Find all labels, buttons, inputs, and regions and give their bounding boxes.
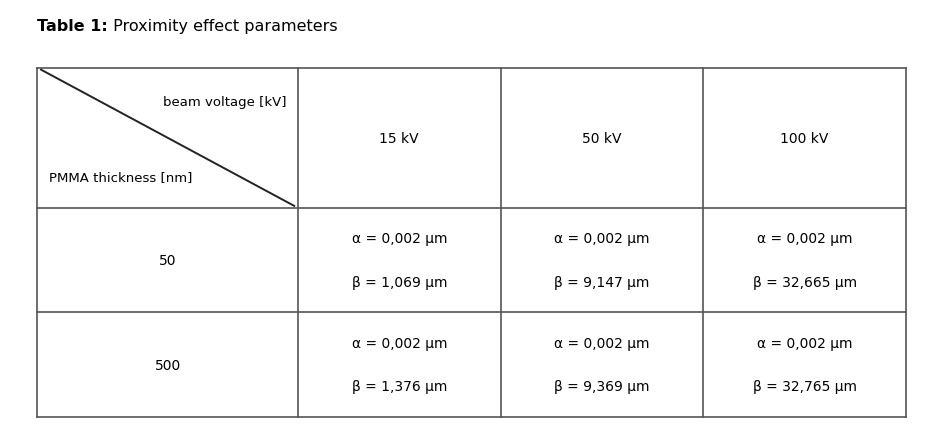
Text: α = 0,002 μm: α = 0,002 μm <box>554 336 650 350</box>
Text: 15 kV: 15 kV <box>379 132 419 145</box>
Text: α = 0,002 μm: α = 0,002 μm <box>554 232 650 246</box>
Text: β = 32,665 μm: β = 32,665 μm <box>753 275 856 289</box>
Text: α = 0,002 μm: α = 0,002 μm <box>351 336 447 350</box>
Text: Proximity effect parameters: Proximity effect parameters <box>108 19 338 34</box>
Text: α = 0,002 μm: α = 0,002 μm <box>351 232 447 246</box>
Text: 50: 50 <box>159 253 177 267</box>
Text: Table 1:: Table 1: <box>37 19 108 34</box>
Text: beam voltage [kV]: beam voltage [kV] <box>163 95 287 108</box>
Text: β = 1,376 μm: β = 1,376 μm <box>351 379 447 393</box>
Text: β = 32,765 μm: β = 32,765 μm <box>753 379 856 393</box>
Text: β = 9,369 μm: β = 9,369 μm <box>554 379 650 393</box>
Text: 100 kV: 100 kV <box>781 132 828 145</box>
Text: β = 9,147 μm: β = 9,147 μm <box>554 275 650 289</box>
Text: α = 0,002 μm: α = 0,002 μm <box>757 232 853 246</box>
Text: β = 1,069 μm: β = 1,069 μm <box>351 275 447 289</box>
Text: 500: 500 <box>154 358 181 372</box>
Text: α = 0,002 μm: α = 0,002 μm <box>757 336 853 350</box>
Text: PMMA thickness [nm]: PMMA thickness [nm] <box>49 171 192 184</box>
Text: 50 kV: 50 kV <box>582 132 622 145</box>
